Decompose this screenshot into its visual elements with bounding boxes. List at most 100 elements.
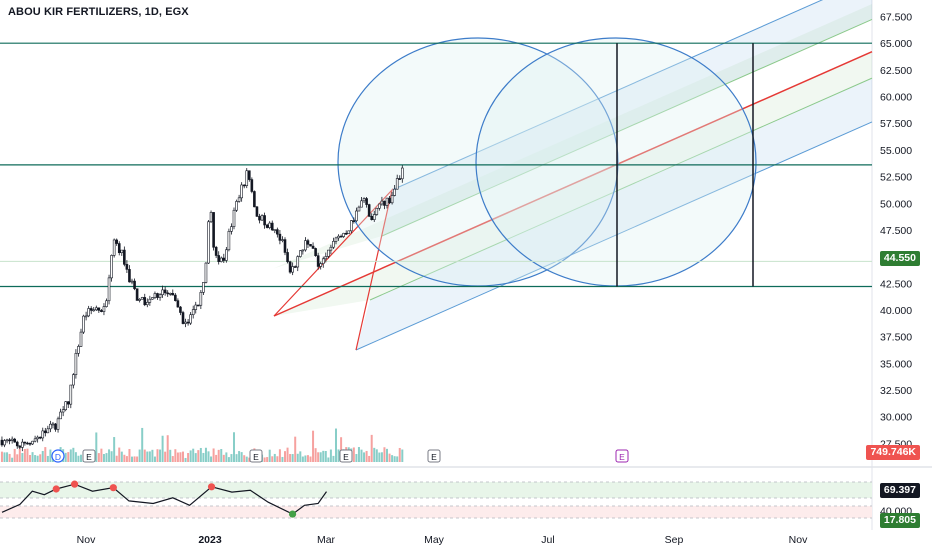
circle-drawings[interactable] <box>337 37 757 287</box>
pitchfork-drawing[interactable] <box>273 0 873 351</box>
horizontal-lines[interactable] <box>0 42 872 288</box>
marker-shape <box>51 449 65 463</box>
dividend-marker[interactable]: D <box>51 449 65 463</box>
earnings-marker[interactable]: E <box>249 449 263 463</box>
volume-bar <box>355 453 358 462</box>
volume-bar <box>80 454 82 462</box>
volume-bar <box>182 451 184 462</box>
candle-up <box>240 184 243 199</box>
candle-up <box>184 321 187 324</box>
earnings-marker[interactable]: E <box>82 449 96 463</box>
volume-bar <box>6 452 9 462</box>
volume-bar <box>95 432 98 462</box>
candle-down <box>370 215 374 220</box>
candle-up <box>82 315 85 333</box>
candle-up <box>232 209 236 227</box>
candle-down <box>8 439 11 442</box>
candle-down <box>123 249 126 265</box>
candle-down <box>365 198 368 205</box>
rsi-line-path <box>1 483 327 515</box>
candle-down <box>174 294 177 301</box>
volume-bar <box>199 447 202 462</box>
candle-up <box>329 246 333 251</box>
candle-up <box>92 309 96 312</box>
volume-bar <box>393 456 396 462</box>
volume-bar <box>39 454 42 462</box>
marker-shape <box>339 449 353 463</box>
marker-label: E <box>343 452 349 462</box>
volume-bar <box>3 452 6 462</box>
price-pane[interactable] <box>0 0 872 465</box>
candle-up <box>237 197 241 202</box>
candle-up <box>207 221 210 264</box>
time-tick-label: Sep <box>665 534 684 546</box>
candle-up <box>74 353 78 376</box>
candle-up <box>31 440 34 445</box>
volume-bar <box>69 449 72 462</box>
candle-up <box>69 384 73 405</box>
candle-up <box>225 249 228 261</box>
marker-label: D <box>55 452 61 462</box>
volume-bar <box>41 450 44 462</box>
volume-bar <box>64 452 67 462</box>
volume-bar <box>217 449 220 462</box>
time-tick-label: 2023 <box>198 534 222 546</box>
volume-bar <box>327 457 330 462</box>
candle-up <box>153 293 157 298</box>
fork-lower-outer-line <box>355 121 873 351</box>
volume-bar <box>184 457 187 462</box>
price-tick-label: 50.000 <box>880 198 912 210</box>
volume-bar <box>148 451 151 462</box>
volume-bar <box>215 454 218 462</box>
candle-down <box>38 436 42 439</box>
volume-bar <box>0 451 3 462</box>
price-tick-label: 60.000 <box>880 92 912 104</box>
price-tick-label: 42.500 <box>880 278 912 290</box>
earnings-marker[interactable]: E <box>427 449 441 463</box>
earnings-marker[interactable]: E <box>615 449 629 463</box>
candle-down <box>128 269 131 283</box>
candle-down <box>217 255 220 262</box>
rsi-oversold-dot <box>288 510 297 518</box>
volume-bar <box>18 448 21 462</box>
candle-up <box>79 331 83 347</box>
last-price-tag: 44.550 <box>879 251 920 266</box>
volume-bar <box>23 449 26 462</box>
candle-down <box>163 289 167 294</box>
volume-bar <box>169 449 172 462</box>
candle-up <box>36 436 39 440</box>
earnings-marker[interactable]: E <box>339 449 353 463</box>
candle-up <box>273 229 277 231</box>
volume-bar <box>46 455 49 462</box>
volume-bar <box>309 456 312 462</box>
candle-up <box>337 235 340 239</box>
candle-down <box>293 266 297 268</box>
candle-down <box>13 438 16 443</box>
price-tick-label: 67.500 <box>880 12 912 24</box>
volume-bar <box>141 427 144 462</box>
volume-bar <box>26 448 29 462</box>
candle-up <box>168 293 172 295</box>
volume-bar <box>97 453 100 462</box>
candle-up <box>349 220 353 232</box>
price-tick-label: 32.500 <box>880 385 912 397</box>
volume-bar <box>368 455 371 462</box>
volume-bar <box>286 447 289 462</box>
volume-bar <box>120 451 123 462</box>
candle-down <box>23 441 27 444</box>
candle-up <box>84 315 88 318</box>
candle-up <box>298 250 302 257</box>
candle-up <box>268 222 272 228</box>
rsi-pane[interactable] <box>0 470 872 530</box>
volume-bar <box>396 456 399 462</box>
volume-bar <box>161 435 164 462</box>
volume-bar <box>319 452 322 462</box>
candle-up <box>199 292 203 306</box>
candle-up <box>140 297 144 300</box>
volume-bar <box>67 452 70 462</box>
candle-down <box>133 280 136 290</box>
candle-up <box>355 210 358 222</box>
